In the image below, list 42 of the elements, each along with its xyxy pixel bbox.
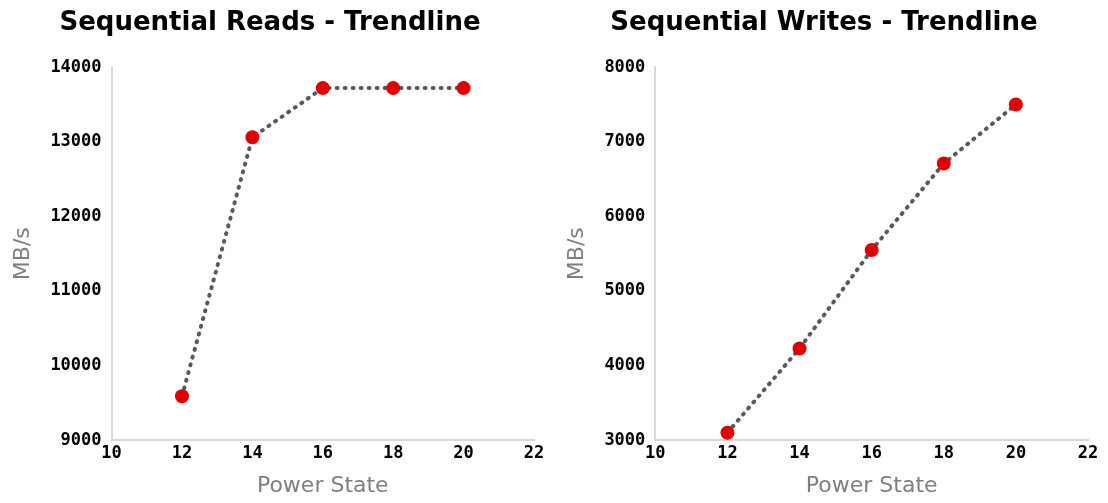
y-axis-title: MB/s — [562, 227, 588, 281]
y-tick-label: 4000 — [604, 354, 646, 375]
x-tick-label: 22 — [1077, 441, 1099, 462]
y-tick-label: 7000 — [604, 130, 646, 151]
point — [456, 81, 471, 96]
x-tick-label: 10 — [101, 441, 122, 462]
x-tick-label: 12 — [171, 441, 193, 462]
chart-title: Sequential Reads - Trendline — [59, 6, 481, 37]
point — [1008, 97, 1023, 112]
y-tick-label: 14000 — [50, 55, 102, 76]
point — [720, 425, 735, 440]
point — [245, 130, 260, 145]
point — [936, 156, 951, 171]
x-axis-title: Power State — [256, 471, 389, 497]
point — [864, 242, 879, 257]
x-tick-label: 16 — [861, 441, 882, 462]
x-axis-title: Power State — [805, 471, 938, 497]
x-tick-label: 10 — [645, 441, 666, 462]
point — [174, 389, 189, 404]
x-tick-label: 12 — [717, 441, 738, 462]
y-tick-label: 10000 — [50, 354, 102, 375]
y-tick-label: 8000 — [604, 55, 646, 76]
y-axis-title: MB/s — [8, 227, 34, 281]
y-tick-label: 6000 — [604, 204, 646, 225]
y-tick-label: 5000 — [604, 279, 646, 300]
x-tick-label: 14 — [242, 441, 263, 462]
x-tick-label: 20 — [1005, 441, 1027, 462]
point — [386, 81, 401, 96]
x-tick-label: 20 — [453, 441, 474, 462]
x-tick-label: 16 — [312, 441, 334, 462]
x-tick-label: 18 — [933, 441, 955, 462]
x-tick-label: 14 — [789, 441, 810, 462]
y-tick-label: 13000 — [50, 130, 102, 151]
point — [792, 341, 807, 356]
x-tick-label: 22 — [523, 441, 545, 462]
y-tick-label: 12000 — [50, 204, 102, 225]
y-tick-label: 11000 — [50, 279, 102, 300]
y-tick-label: 3000 — [604, 428, 646, 449]
point — [315, 81, 330, 96]
x-tick-label: 18 — [382, 441, 404, 462]
y-tick-label: 9000 — [60, 428, 102, 449]
chart-title: Sequential Writes - Trendline — [610, 6, 1038, 37]
